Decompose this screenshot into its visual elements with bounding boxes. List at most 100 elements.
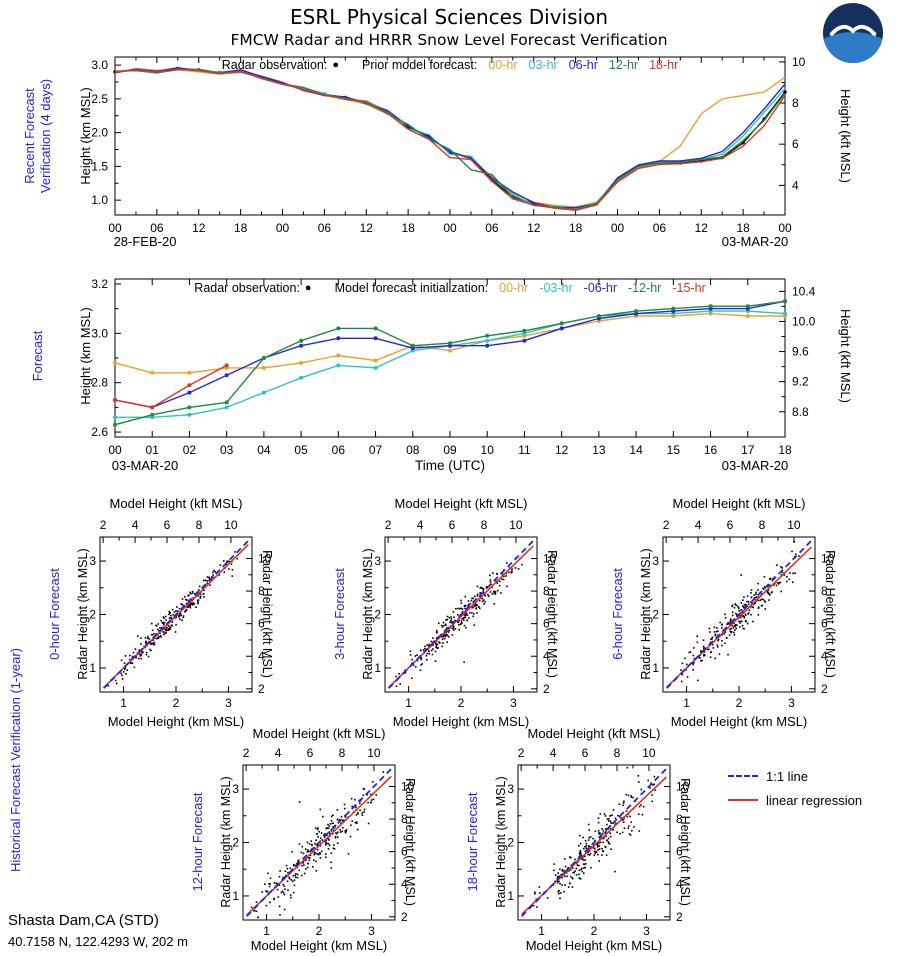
tick-label: 6 [401, 845, 408, 859]
tick-label: 2 [232, 836, 239, 850]
scatter-3hr: 1 2 3 1 2 3 2 4 6 8 10 2 4 6 8 10 [374, 518, 557, 710]
tick-label: 08 [406, 443, 420, 457]
scatter4-ylabel-km: Radar Height (km MSL) [494, 776, 508, 908]
tick-label: 02 [183, 443, 197, 457]
tick-label: 06 [332, 443, 346, 457]
station-coordinates: 40.7158 N, 122.4293 W, 202 m [8, 934, 188, 949]
scatter1-bottom-label: Model Height (km MSL) [392, 714, 530, 729]
axes: 00 06 12 18 00 06 12 18 00 06 12 18 00 06 12 18 001.01.5… [91, 55, 805, 235]
station-name: Shasta Dam,CA (STD) [8, 912, 159, 929]
tick-label: 2 [89, 608, 96, 622]
tick-label: 2 [100, 518, 107, 532]
tick-label: 8 [258, 584, 265, 598]
tick-label: 6 [676, 845, 683, 859]
model-init-legend-label: Model forecast initialization: [334, 281, 489, 295]
tick-label: 2 [676, 910, 683, 924]
tick-label: 3 [788, 696, 795, 710]
tick-label: 4 [417, 518, 424, 532]
recent-ylabel-kft: Height (kft MSL) [838, 89, 853, 183]
tick-label: 05 [294, 443, 308, 457]
scatter-points [250, 771, 385, 919]
page-subtitle: FMCW Radar and HRRR Snow Level Forecast … [230, 31, 668, 49]
one-to-one-line [103, 540, 249, 689]
legend-item-m03hr: -03-hr [539, 281, 573, 295]
page-title: ESRL Physical Sciences Division [290, 5, 608, 29]
tick-label: 4 [550, 746, 557, 760]
recent-verification-chart: 00 06 12 18 00 06 12 18 00 06 12 18 00 06 12 18 001.01.5… [91, 55, 805, 235]
legend-item-m06hr: -06-hr [583, 281, 617, 295]
tick-label: 03 [220, 443, 234, 457]
tick-label: 1 [232, 889, 239, 903]
scatter3-bottom-label: Model Height (km MSL) [250, 938, 388, 953]
tick-label: 3 [507, 782, 514, 796]
tick-label: 3 [374, 554, 381, 568]
tick-label: 8 [543, 584, 550, 598]
tick-label: 3.0 [91, 326, 108, 340]
tick-label: 10.4 [792, 284, 816, 298]
tick-label: 6 [449, 518, 456, 532]
tick-label: 18 [778, 443, 792, 457]
scatter3-ylabel-km: Radar Height (km MSL) [219, 776, 233, 908]
legend-item-m12hr: -12-hr [628, 281, 662, 295]
tick-label: 6 [543, 617, 550, 631]
tick-label: 6 [258, 617, 265, 631]
tick-label: 3 [232, 782, 239, 796]
series-00-hr [114, 67, 786, 208]
tick-label: 18 [736, 221, 750, 235]
tick-label: 1 [120, 696, 127, 710]
scatter4-bottom-label: Model Height (km MSL) [525, 938, 663, 953]
tick-label: 17 [741, 443, 755, 457]
tick-label: 1 [405, 696, 412, 710]
tick-label: 2.6 [91, 425, 108, 439]
tick-label: 10 [821, 551, 835, 565]
tick-label: 3 [510, 696, 517, 710]
tick-label: 10 [642, 746, 656, 760]
tick-label: 4 [792, 178, 799, 192]
tick-label: 2 [821, 682, 828, 696]
tick-label: 3.2 [91, 277, 108, 291]
tick-label: 6 [307, 746, 314, 760]
scatter0-ylabel-kft: Radar Height (kft MSL) [260, 550, 274, 678]
tick-label: 2.8 [91, 376, 108, 390]
historical-section-label: Historical Forecast Verification (1-year… [8, 648, 23, 872]
tick-label: 8 [759, 518, 766, 532]
tick-label: 1 [683, 696, 690, 710]
tick-label: 1 [652, 661, 659, 675]
tick-label: 18 [401, 221, 415, 235]
tick-label: 2 [173, 696, 180, 710]
scatter3-side-label: 12-hour Forecast [190, 792, 205, 892]
tick-label: 8 [792, 96, 799, 110]
scatter4-top-label: Model Height (kft MSL) [527, 726, 661, 741]
legend-item-03hr: 03-hr [528, 58, 558, 72]
tick-label: 4 [275, 746, 282, 760]
one-to-one-line [666, 540, 812, 689]
tick-label: 2 [507, 836, 514, 850]
axes: 00 01 02 03 04 05 06 07 08 09 10 11 12 13 14 15 16 17 18 2.… [91, 277, 815, 457]
tick-label: 2 [652, 608, 659, 622]
legend-item-06hr: 06-hr [568, 58, 598, 72]
tick-label: 6 [821, 617, 828, 631]
time-utc-label: Time (UTC) [415, 458, 485, 473]
tick-label: 4 [401, 877, 408, 891]
tick-label: 1 [507, 889, 514, 903]
forecast-panel-legend: Radar observation: ● Model forecast init… [115, 281, 785, 295]
one-to-one-label: 1:1 line [766, 768, 808, 784]
tick-label: 06 [318, 221, 332, 235]
tick-label: 10 [224, 518, 238, 532]
series--12-hr [113, 299, 787, 427]
scatter3-top-label: Model Height (kft MSL) [252, 726, 386, 741]
tick-label: 2 [258, 682, 265, 696]
tick-label: 06 [150, 221, 164, 235]
tick-label: 6 [792, 137, 799, 151]
forecast-chart: 00 01 02 03 04 05 06 07 08 09 10 11 12 13 14 15 16 17 18 2.… [91, 277, 815, 457]
tick-label: 6 [582, 746, 589, 760]
tick-label: 11 [518, 443, 531, 457]
tick-label: 3 [368, 924, 375, 938]
scatter-18hr: 1 2 3 1 2 3 2 4 6 8 10 2 4 6 8 10 [507, 746, 689, 938]
tick-label: 2.5 [91, 92, 108, 106]
scatter4-side-label: 18-hour Forecast [465, 792, 480, 892]
tick-label: 00 [443, 221, 457, 235]
tick-label: 10 [543, 551, 557, 565]
tick-label: 00 [611, 221, 625, 235]
